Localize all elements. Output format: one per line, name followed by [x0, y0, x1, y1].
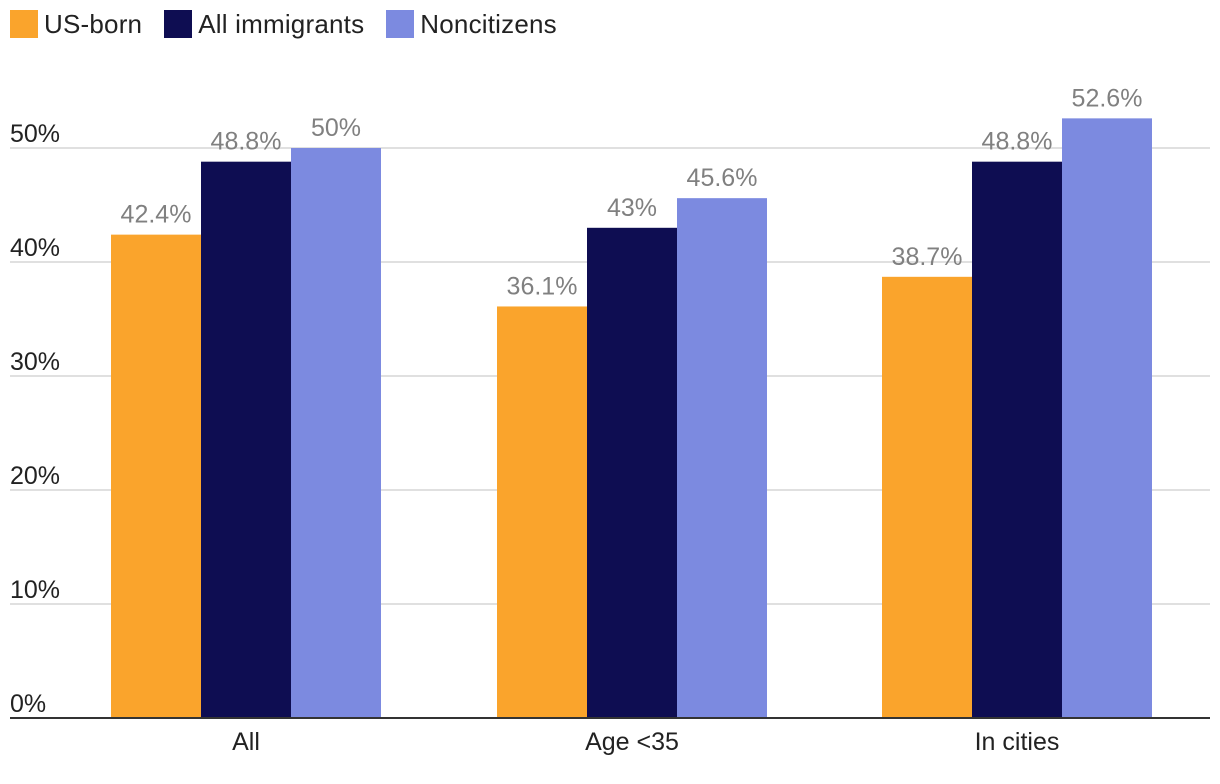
legend-item-all-immigrants: All immigrants: [164, 9, 364, 40]
bar-us-born-in-cities: [882, 276, 972, 718]
bar-us-born-all: [111, 234, 201, 718]
data-label-noncitizens-age-35: 45.6%: [687, 164, 758, 192]
bar-all-immigrants-all: [201, 161, 291, 718]
data-label-noncitizens-in-cities: 52.6%: [1072, 84, 1143, 112]
bar-noncitizens-age-35: [677, 198, 767, 718]
bar-all-immigrants-in-cities: [972, 161, 1062, 718]
x-tick-label-all: All: [232, 728, 260, 756]
legend-item-noncitizens: Noncitizens: [386, 9, 557, 40]
y-tick-label-20: 20%: [10, 462, 60, 490]
data-label-noncitizens-all: 50%: [311, 114, 361, 142]
y-tick-label-50: 50%: [10, 120, 60, 148]
legend-label-us-born: US-born: [44, 8, 143, 39]
data-label-all-immigrants-age-35: 43%: [607, 194, 657, 222]
legend-swatch-noncitizens: [386, 10, 415, 38]
data-label-us-born-in-cities: 38.7%: [892, 243, 963, 271]
data-label-all-immigrants-all: 48.8%: [211, 128, 282, 156]
legend-swatch-us-born: [10, 10, 38, 38]
x-tick-label-age-35: Age <35: [585, 728, 679, 756]
data-label-all-immigrants-in-cities: 48.8%: [982, 128, 1053, 156]
y-tick-label-10: 10%: [10, 576, 60, 604]
legend-swatch-all-immigrants: [164, 10, 193, 38]
data-label-us-born-age-35: 36.1%: [507, 272, 578, 300]
bar-noncitizens-all: [291, 148, 381, 718]
legend-label-noncitizens: Noncitizens: [420, 8, 557, 39]
legend: US-born All immigrants Noncitizens: [10, 8, 579, 40]
bar-all-immigrants-age-35: [587, 227, 677, 719]
y-tick-label-30: 30%: [10, 348, 60, 376]
legend-item-us-born: US-born: [10, 9, 142, 40]
bar-us-born-age-35: [497, 306, 587, 718]
x-tick-label-in-cities: In cities: [975, 728, 1060, 756]
legend-label-all-immigrants: All immigrants: [198, 8, 365, 39]
data-label-us-born-all: 42.4%: [121, 201, 192, 229]
y-tick-label-40: 40%: [10, 234, 60, 262]
y-tick-label-0: 0%: [10, 690, 46, 718]
bar-noncitizens-in-cities: [1062, 118, 1152, 719]
